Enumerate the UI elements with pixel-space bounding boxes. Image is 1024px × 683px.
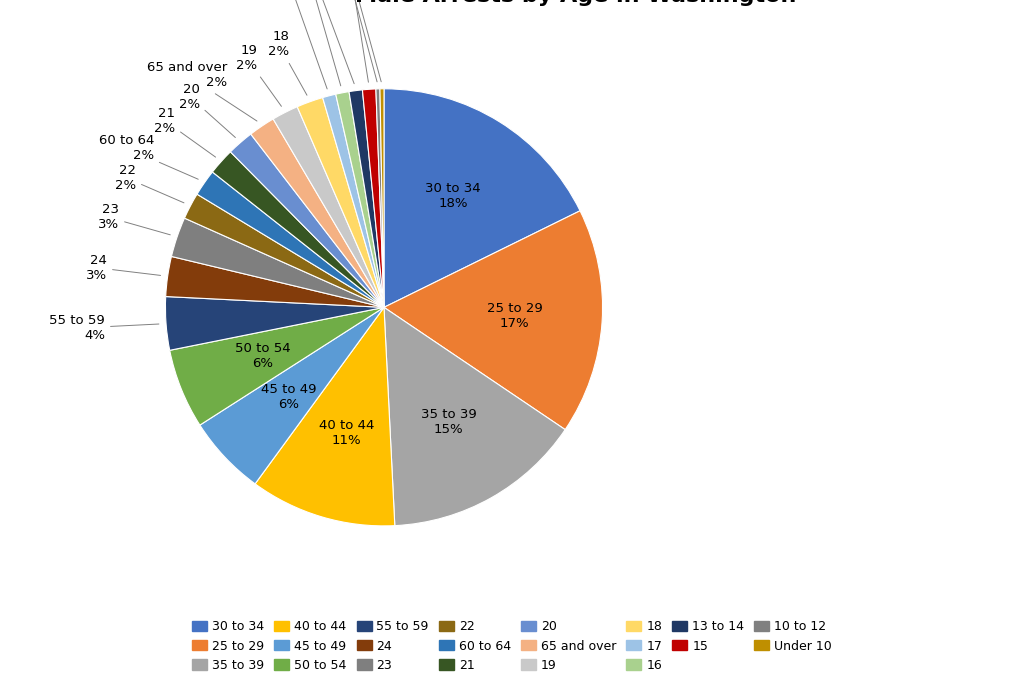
Text: 10 to 12
0%: 10 to 12 0% [318, 0, 377, 82]
Text: 15
1%: 15 1% [340, 0, 369, 82]
Text: 17
1%: 17 1% [278, 0, 327, 89]
Text: 35 to 39
15%: 35 to 39 15% [421, 408, 476, 436]
Wedge shape [336, 92, 384, 307]
Wedge shape [384, 211, 602, 430]
Wedge shape [251, 119, 384, 307]
Text: 22
2%: 22 2% [115, 163, 184, 203]
Wedge shape [166, 256, 384, 307]
Wedge shape [200, 307, 384, 484]
Text: 19
2%: 19 2% [237, 44, 282, 107]
Wedge shape [255, 307, 395, 526]
Text: 40 to 44
11%: 40 to 44 11% [318, 419, 374, 447]
Wedge shape [197, 172, 384, 307]
Text: 55 to 59
4%: 55 to 59 4% [49, 314, 159, 342]
Text: 18
2%: 18 2% [268, 30, 307, 95]
Legend: 30 to 34, 25 to 29, 35 to 39, 40 to 44, 45 to 49, 50 to 54, 55 to 59, 24, 23, 22: 30 to 34, 25 to 29, 35 to 39, 40 to 44, … [187, 615, 837, 677]
Wedge shape [362, 89, 384, 307]
Text: 30 to 34
18%: 30 to 34 18% [425, 182, 481, 210]
Text: 45 to 49
6%: 45 to 49 6% [261, 383, 316, 411]
Text: 13 to 14
1%: 13 to 14 1% [285, 0, 354, 84]
Text: 50 to 54
6%: 50 to 54 6% [234, 342, 290, 370]
Text: 23
3%: 23 3% [98, 204, 170, 235]
Text: 21
2%: 21 2% [155, 107, 216, 157]
Wedge shape [297, 98, 384, 307]
Wedge shape [273, 107, 384, 307]
Text: Under 10
0%: Under 10 0% [319, 0, 381, 82]
Wedge shape [384, 89, 580, 307]
Text: 16
1%: 16 1% [298, 0, 341, 86]
Text: 60 to 64
2%: 60 to 64 2% [98, 134, 199, 179]
Wedge shape [166, 296, 384, 350]
Wedge shape [380, 89, 384, 307]
Wedge shape [384, 307, 565, 526]
Wedge shape [349, 90, 384, 307]
Title: Male Arrests by Age in Washington: Male Arrests by Age in Washington [354, 0, 796, 6]
Text: 65 and over
2%: 65 and over 2% [147, 61, 257, 121]
Text: 25 to 29
17%: 25 to 29 17% [487, 303, 543, 331]
Wedge shape [170, 307, 384, 425]
Text: 24
3%: 24 3% [86, 253, 161, 281]
Wedge shape [230, 134, 384, 307]
Text: 20
2%: 20 2% [179, 83, 236, 137]
Wedge shape [184, 194, 384, 307]
Wedge shape [376, 89, 384, 307]
Wedge shape [323, 94, 384, 307]
Wedge shape [171, 218, 384, 307]
Wedge shape [212, 152, 384, 307]
